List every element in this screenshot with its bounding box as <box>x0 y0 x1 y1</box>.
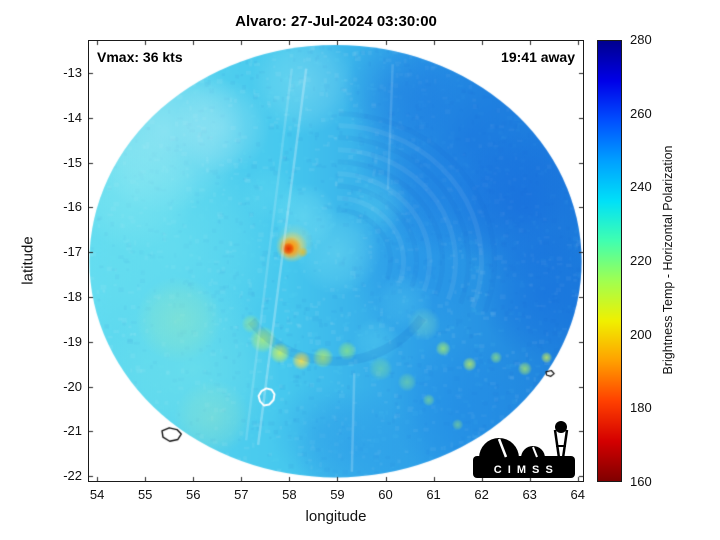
y-axis-label: latitude <box>19 236 37 285</box>
x-tick-label: 63 <box>522 487 537 502</box>
cimss-logo-text: C I M S S <box>494 464 555 476</box>
y-tick-label: -16 <box>63 199 82 215</box>
cimss-logo: C I M S S <box>473 421 575 478</box>
y-tick-label: -17 <box>63 244 82 260</box>
plot-area: Vmax: 36 kts 19:41 away C I M S S <box>88 40 584 482</box>
observatory-dome-small-icon <box>521 446 545 458</box>
x-tick-label: 55 <box>137 487 153 502</box>
x-tick-label: 60 <box>378 487 393 502</box>
x-tick-label: 56 <box>186 487 201 502</box>
x-tick-label: 59 <box>330 487 345 502</box>
x-tick-label: 61 <box>426 487 441 502</box>
time-offset-annotation: 19:41 away <box>501 49 575 65</box>
colorbar-tick-label: 220 <box>630 253 652 268</box>
dome-slit-small-icon <box>532 446 538 458</box>
x-axis-label: longitude <box>305 508 367 525</box>
y-tick-label: -14 <box>63 109 82 125</box>
antenna-dish-icon <box>555 421 567 433</box>
vmax-annotation: Vmax: 36 kts <box>97 49 183 65</box>
brightness-temp-heatmap <box>88 40 584 482</box>
colorbar-tick-label: 160 <box>630 474 652 489</box>
x-tick-label: 54 <box>89 487 105 502</box>
colorbar-tick-label: 180 <box>630 400 652 416</box>
colorbar-tick-label: 240 <box>630 179 652 195</box>
y-tick-label: -21 <box>63 423 82 439</box>
colorbar-tick-label: 200 <box>630 326 652 342</box>
y-tick-label: -18 <box>63 289 82 305</box>
cimss-logo-band <box>473 456 575 478</box>
observatory-dome-large-icon <box>479 438 519 458</box>
x-tick-label: 57 <box>234 487 249 502</box>
x-tick-label: 62 <box>474 487 489 502</box>
antenna-tower-leg-icon <box>553 429 561 459</box>
x-tick-label: 64 <box>570 487 585 502</box>
colorbar-tick-label: 280 <box>630 32 652 47</box>
colorbar <box>597 40 622 482</box>
antenna-tower-leg-icon <box>561 429 569 459</box>
dome-slit-icon <box>497 438 508 458</box>
y-tick-label: -20 <box>63 378 82 394</box>
figure-title: Alvaro: 27-Jul-2024 03:30:00 <box>235 13 437 30</box>
y-tick-label: -15 <box>63 154 82 170</box>
y-tick-label: -13 <box>63 65 82 81</box>
y-tick-label: -22 <box>63 468 82 484</box>
colorbar-tick-label: 260 <box>630 105 652 121</box>
x-tick-label: 58 <box>282 487 297 502</box>
y-tick-label: -19 <box>63 333 82 349</box>
